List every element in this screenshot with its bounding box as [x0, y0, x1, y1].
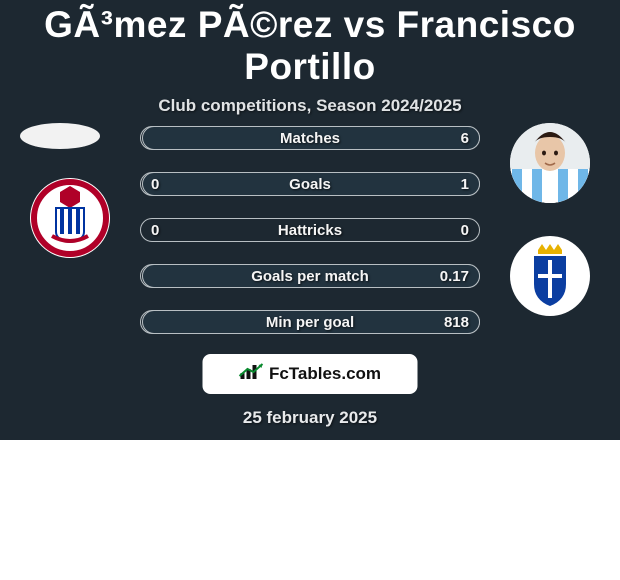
stat-right-value: 1 — [461, 173, 469, 195]
stat-label: Min per goal — [141, 311, 479, 333]
subtitle: Club competitions, Season 2024/2025 — [0, 96, 620, 116]
date-text: 25 february 2025 — [0, 408, 620, 428]
bar-chart-icon — [239, 363, 265, 386]
brand-badge: FcTables.com — [203, 354, 418, 394]
stat-label: Matches — [141, 127, 479, 149]
player-left-avatar — [20, 123, 100, 149]
stat-right-value: 6 — [461, 127, 469, 149]
stat-label: Hattricks — [141, 219, 479, 241]
stat-row: 0 Hattricks 0 — [140, 218, 480, 242]
stat-right-value: 0 — [461, 219, 469, 241]
club-right-crest-icon — [510, 236, 590, 316]
stat-right-value: 818 — [444, 311, 469, 333]
stat-row: Min per goal 818 — [140, 310, 480, 334]
stat-right-value: 0.17 — [440, 265, 469, 287]
player-right-avatar — [510, 123, 590, 203]
comparison-card: GÃ³mez PÃ©rez vs Francisco Portillo Club… — [0, 0, 620, 440]
brand-text: FcTables.com — [269, 364, 381, 384]
club-left-crest-icon — [30, 178, 110, 258]
stat-row: Matches 6 — [140, 126, 480, 150]
stat-label: Goals — [141, 173, 479, 195]
stat-row: Goals per match 0.17 — [140, 264, 480, 288]
stat-row: 0 Goals 1 — [140, 172, 480, 196]
stats-bars: Matches 6 0 Goals 1 0 Hattricks 0 Goals … — [140, 126, 480, 356]
page-title: GÃ³mez PÃ©rez vs Francisco Portillo — [0, 0, 620, 88]
stat-label: Goals per match — [141, 265, 479, 287]
